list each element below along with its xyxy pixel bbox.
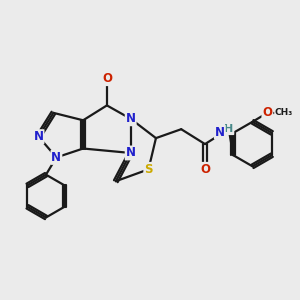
Text: S: S: [144, 163, 153, 176]
Text: O: O: [262, 106, 272, 119]
Text: N: N: [34, 130, 44, 143]
Text: N: N: [51, 151, 62, 164]
Text: H: H: [224, 124, 233, 134]
Text: N: N: [215, 126, 225, 139]
Text: N: N: [126, 146, 136, 160]
Text: N: N: [126, 112, 136, 125]
Text: CH₃: CH₃: [275, 108, 293, 117]
Text: O: O: [102, 72, 112, 85]
Text: O: O: [200, 163, 210, 176]
